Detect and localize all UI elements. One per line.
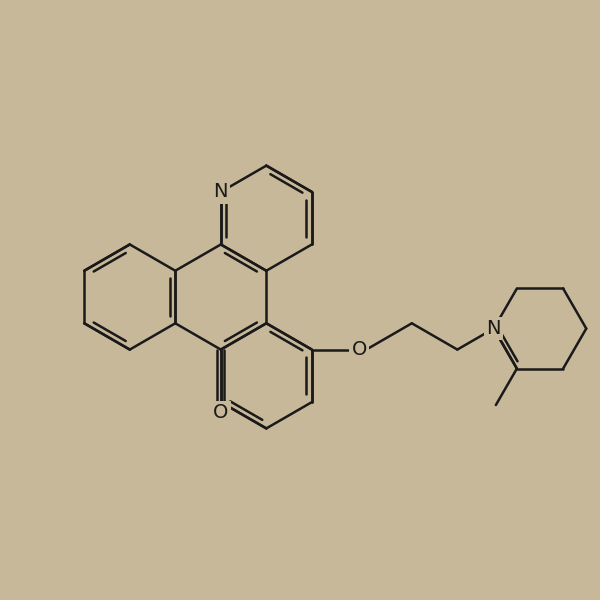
- Text: N: N: [487, 319, 501, 338]
- Text: N: N: [214, 182, 228, 202]
- Text: O: O: [352, 340, 367, 359]
- Text: O: O: [213, 403, 229, 422]
